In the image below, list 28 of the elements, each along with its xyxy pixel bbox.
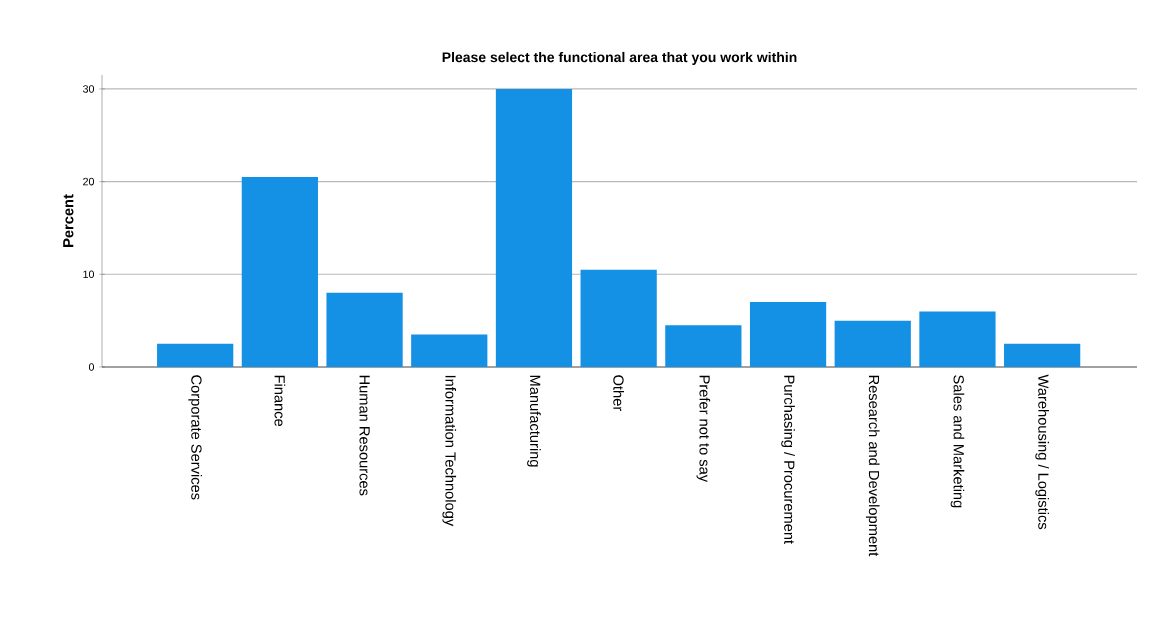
bar: [157, 343, 234, 367]
bar: [1004, 343, 1081, 367]
bar: [411, 334, 488, 367]
x-tick-label: Corporate Services: [188, 375, 202, 500]
chart-title: Please select the functional area that you work within: [442, 51, 797, 65]
x-tick-label: Warehousing / Logistics: [1035, 374, 1049, 530]
bar: [749, 302, 827, 367]
x-tick-label: Manufacturing: [527, 375, 541, 467]
x-tick-label: Research and Development: [865, 375, 880, 557]
x-tick-label: Finance: [274, 375, 286, 427]
bar: [495, 88, 573, 367]
bar: [241, 176, 318, 367]
x-tick-label: Human Resources: [359, 375, 370, 496]
y-tick-label: 0: [88, 363, 95, 371]
y-tick-label: 20: [83, 177, 95, 186]
y-axis-title: Percent: [63, 194, 74, 247]
x-tick-label: Prefer not to say: [696, 375, 711, 483]
x-tick-label: Other: [613, 375, 625, 411]
x-tick-label: Purchasing / Procurement: [781, 375, 795, 544]
bar: [580, 269, 657, 367]
y-tick-label: 30: [82, 85, 95, 93]
x-tick-label: Sales and Marketing: [950, 375, 965, 508]
bar: [919, 311, 996, 367]
bar: [834, 320, 911, 367]
bar: [665, 325, 742, 367]
x-tick-label: Information Technology: [442, 375, 457, 527]
bar: [326, 292, 403, 367]
y-tick-label: 10: [83, 270, 95, 279]
